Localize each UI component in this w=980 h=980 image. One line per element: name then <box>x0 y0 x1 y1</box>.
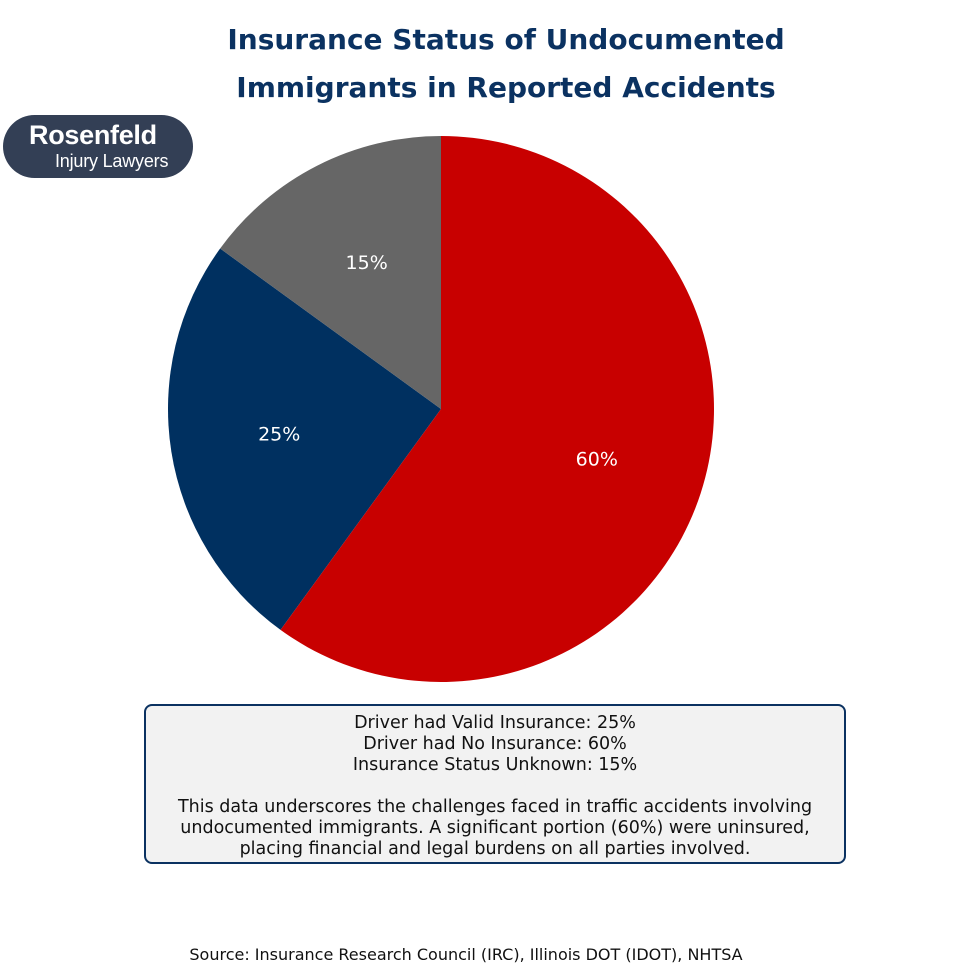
info-line-unknown: Insurance Status Unknown: 15% <box>352 755 638 775</box>
source-note: Source: Insurance Research Council (IRC)… <box>189 945 743 964</box>
info-paragraph-line-1: This data underscores the challenges fac… <box>177 797 813 817</box>
info-paragraph: This data underscores the challenges fac… <box>146 797 844 860</box>
pie-slice-2 <box>220 136 441 409</box>
pie-slice-1 <box>280 136 715 682</box>
pie-slice-label-2: 15% <box>346 252 388 274</box>
chart-title: Insurance Status of Undocumented Immigra… <box>0 16 980 112</box>
pie-slice-label-0: 25% <box>258 424 300 446</box>
logo-subtitle: Injury Lawyers <box>55 151 169 171</box>
pie-chart: 25% 60% 15% <box>168 136 715 682</box>
info-paragraph-line-2: undocumented immigrants. A significant p… <box>180 818 810 838</box>
rosenfeld-logo: Rosenfeld Injury Lawyers <box>3 115 193 178</box>
info-line-none: Driver had No Insurance: 60% <box>363 734 627 754</box>
chart-title-line-1: Insurance Status of Undocumented <box>227 23 785 56</box>
info-paragraph-line-3: placing financial and legal burdens on a… <box>239 839 751 859</box>
info-box: Driver had Valid Insurance: 25% Driver h… <box>144 704 846 864</box>
logo-name: Rosenfeld <box>29 120 157 150</box>
chart-title-line-2: Immigrants in Reported Accidents <box>236 71 776 104</box>
pie-slice-0 <box>168 248 441 630</box>
pie-slice-label-1: 60% <box>576 449 618 471</box>
info-line-valid: Driver had Valid Insurance: 25% <box>354 713 636 733</box>
